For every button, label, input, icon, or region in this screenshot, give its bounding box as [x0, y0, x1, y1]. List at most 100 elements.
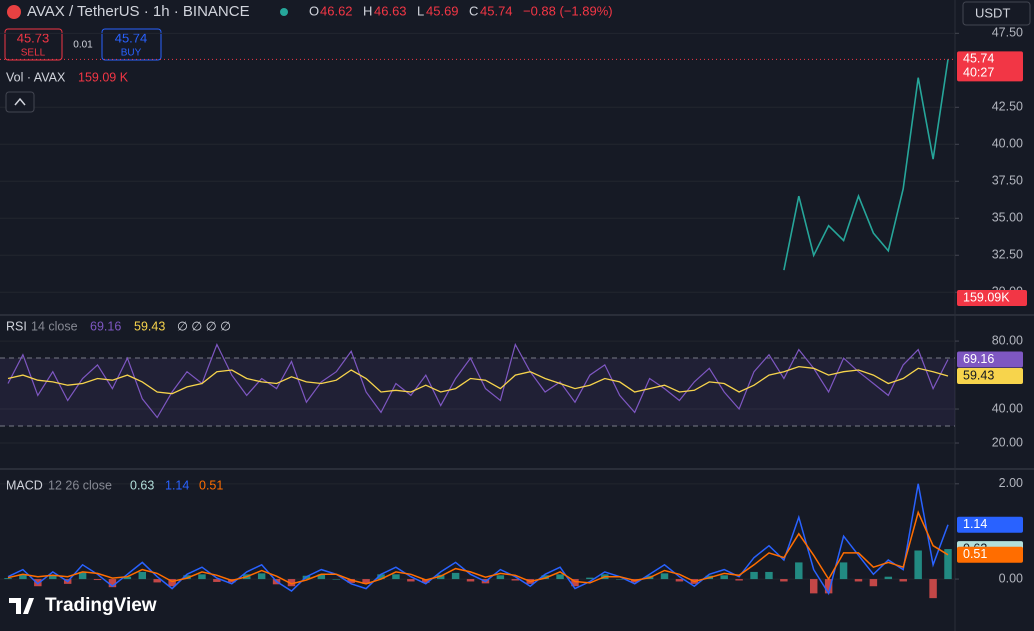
- histogram-bar: [765, 571, 773, 580]
- macd-signal-value: 0.51: [199, 478, 223, 492]
- y-tick-label: 40.00: [992, 137, 1023, 151]
- symbol-icon: [7, 5, 21, 19]
- histogram-bar: [914, 550, 922, 580]
- currency-button-frame[interactable]: [962, 1, 1031, 26]
- buy-price[interactable]: 45.74: [115, 30, 148, 45]
- histogram-bar: [49, 575, 57, 580]
- y-tick-label: 47.50: [992, 26, 1023, 40]
- histogram-bar: [884, 576, 893, 580]
- histogram-bar: [317, 574, 326, 580]
- rsi-extra: ∅ ∅ ∅ ∅: [177, 319, 231, 333]
- histogram-bar: [407, 579, 415, 582]
- y-tick-label: 32.50: [992, 248, 1023, 262]
- y-tick-label: 40.00: [992, 401, 1023, 415]
- histogram-bar: [108, 579, 117, 588]
- histogram-bar: [571, 579, 579, 587]
- rsi-title: RSI: [6, 319, 27, 333]
- histogram-bar: [496, 575, 505, 580]
- histogram-bar: [795, 562, 803, 580]
- histogram-bar: [377, 574, 385, 580]
- histogram-bar: [451, 572, 460, 580]
- y-tick-label: 0.00: [999, 571, 1023, 585]
- rsi-tag: 69.16: [963, 352, 994, 366]
- macd-line: [7, 483, 949, 596]
- histogram-bar: [735, 579, 743, 581]
- histogram-bar: [809, 579, 818, 594]
- volume-tag-bg: [957, 290, 1027, 306]
- histogram-bar: [854, 579, 863, 582]
- logo-icon: [9, 598, 34, 614]
- histogram-bar: [332, 579, 340, 580]
- countdown: 40:27: [963, 66, 994, 80]
- last-price-tag-bg: [957, 51, 1023, 82]
- change: −0.88 (−1.89%): [523, 3, 613, 18]
- collapse-frame[interactable]: [5, 91, 35, 113]
- histogram-bar: [511, 579, 520, 581]
- histogram-bar: [660, 573, 669, 580]
- histogram-bar: [168, 579, 176, 587]
- buy-frame[interactable]: [101, 28, 162, 61]
- rsi-ma-line: [7, 365, 949, 395]
- histogram-bar: [780, 579, 788, 582]
- histogram-bar: [138, 571, 147, 580]
- histogram-bar: [556, 574, 564, 580]
- rsi-line: [7, 342, 949, 419]
- low-value: 45.69: [426, 3, 459, 18]
- currency-button[interactable]: USDT: [962, 1, 1031, 26]
- volume-title: Vol · AVAX: [6, 70, 66, 84]
- collapse-button[interactable]: [5, 91, 35, 113]
- spread: 0.01: [73, 40, 93, 51]
- histogram-bar: [257, 573, 266, 580]
- macd-tag: 1.14: [963, 517, 987, 531]
- histogram-bar: [616, 579, 624, 580]
- histogram-bar: [347, 579, 355, 583]
- buy-button[interactable]: 45.74 BUY: [101, 28, 162, 61]
- histogram-bar: [422, 579, 430, 583]
- macd-signal-tag: 0.51: [963, 547, 987, 561]
- histogram-bar: [944, 549, 952, 580]
- sell-button[interactable]: 45.73 SELL: [4, 28, 63, 61]
- rsi-value: 69.16: [90, 319, 121, 333]
- last-price: 45.74: [963, 52, 994, 66]
- histogram-bar: [4, 578, 12, 580]
- rsi-ma-tag: 59.43: [963, 368, 994, 382]
- histogram-bar: [541, 575, 549, 580]
- macd-signal-tag-bg: [957, 546, 1023, 563]
- histogram-bar: [213, 579, 221, 582]
- y-tick-label: 20.00: [992, 435, 1023, 449]
- histogram-bar: [869, 579, 878, 587]
- histogram-bar: [675, 579, 684, 582]
- market-status: [280, 8, 288, 16]
- open-label: O: [309, 3, 319, 18]
- y-tick-label: 35.00: [992, 211, 1023, 225]
- histogram-bar: [19, 574, 27, 580]
- histogram-bar: [362, 579, 370, 584]
- volume-value: 159.09 K: [78, 70, 129, 84]
- histogram-bar: [123, 576, 132, 580]
- histogram-bar: [183, 575, 191, 580]
- histogram-bar: [466, 579, 475, 582]
- collapse-icon[interactable]: [14, 97, 26, 106]
- y-tick-label: 37.50: [992, 174, 1023, 188]
- y-tick-label: 80.00: [992, 333, 1023, 347]
- high-label: H: [363, 3, 372, 18]
- histogram-bar: [839, 562, 848, 580]
- open-value: 46.62: [320, 3, 353, 18]
- histogram-bar: [929, 579, 937, 599]
- currency[interactable]: USDT: [975, 5, 1010, 20]
- histogram-bar: [824, 579, 833, 594]
- buy-label[interactable]: BUY: [121, 48, 142, 59]
- sell-label[interactable]: SELL: [21, 48, 46, 59]
- sell-price[interactable]: 45.73: [17, 30, 50, 45]
- histogram-bar: [34, 579, 42, 587]
- rsi-ma-tag-bg: [957, 368, 1023, 385]
- macd-params: 12 26 close: [48, 478, 112, 492]
- sell-frame[interactable]: [4, 28, 63, 61]
- symbol: AVAX / TetherUS · 1h · BINANCE: [27, 3, 250, 20]
- y-tick-label: 2.00: [999, 476, 1023, 490]
- histogram-bar: [750, 571, 758, 580]
- histogram-bar: [198, 574, 206, 580]
- rsi-tag-bg: [957, 351, 1023, 368]
- histogram-bar: [153, 579, 161, 583]
